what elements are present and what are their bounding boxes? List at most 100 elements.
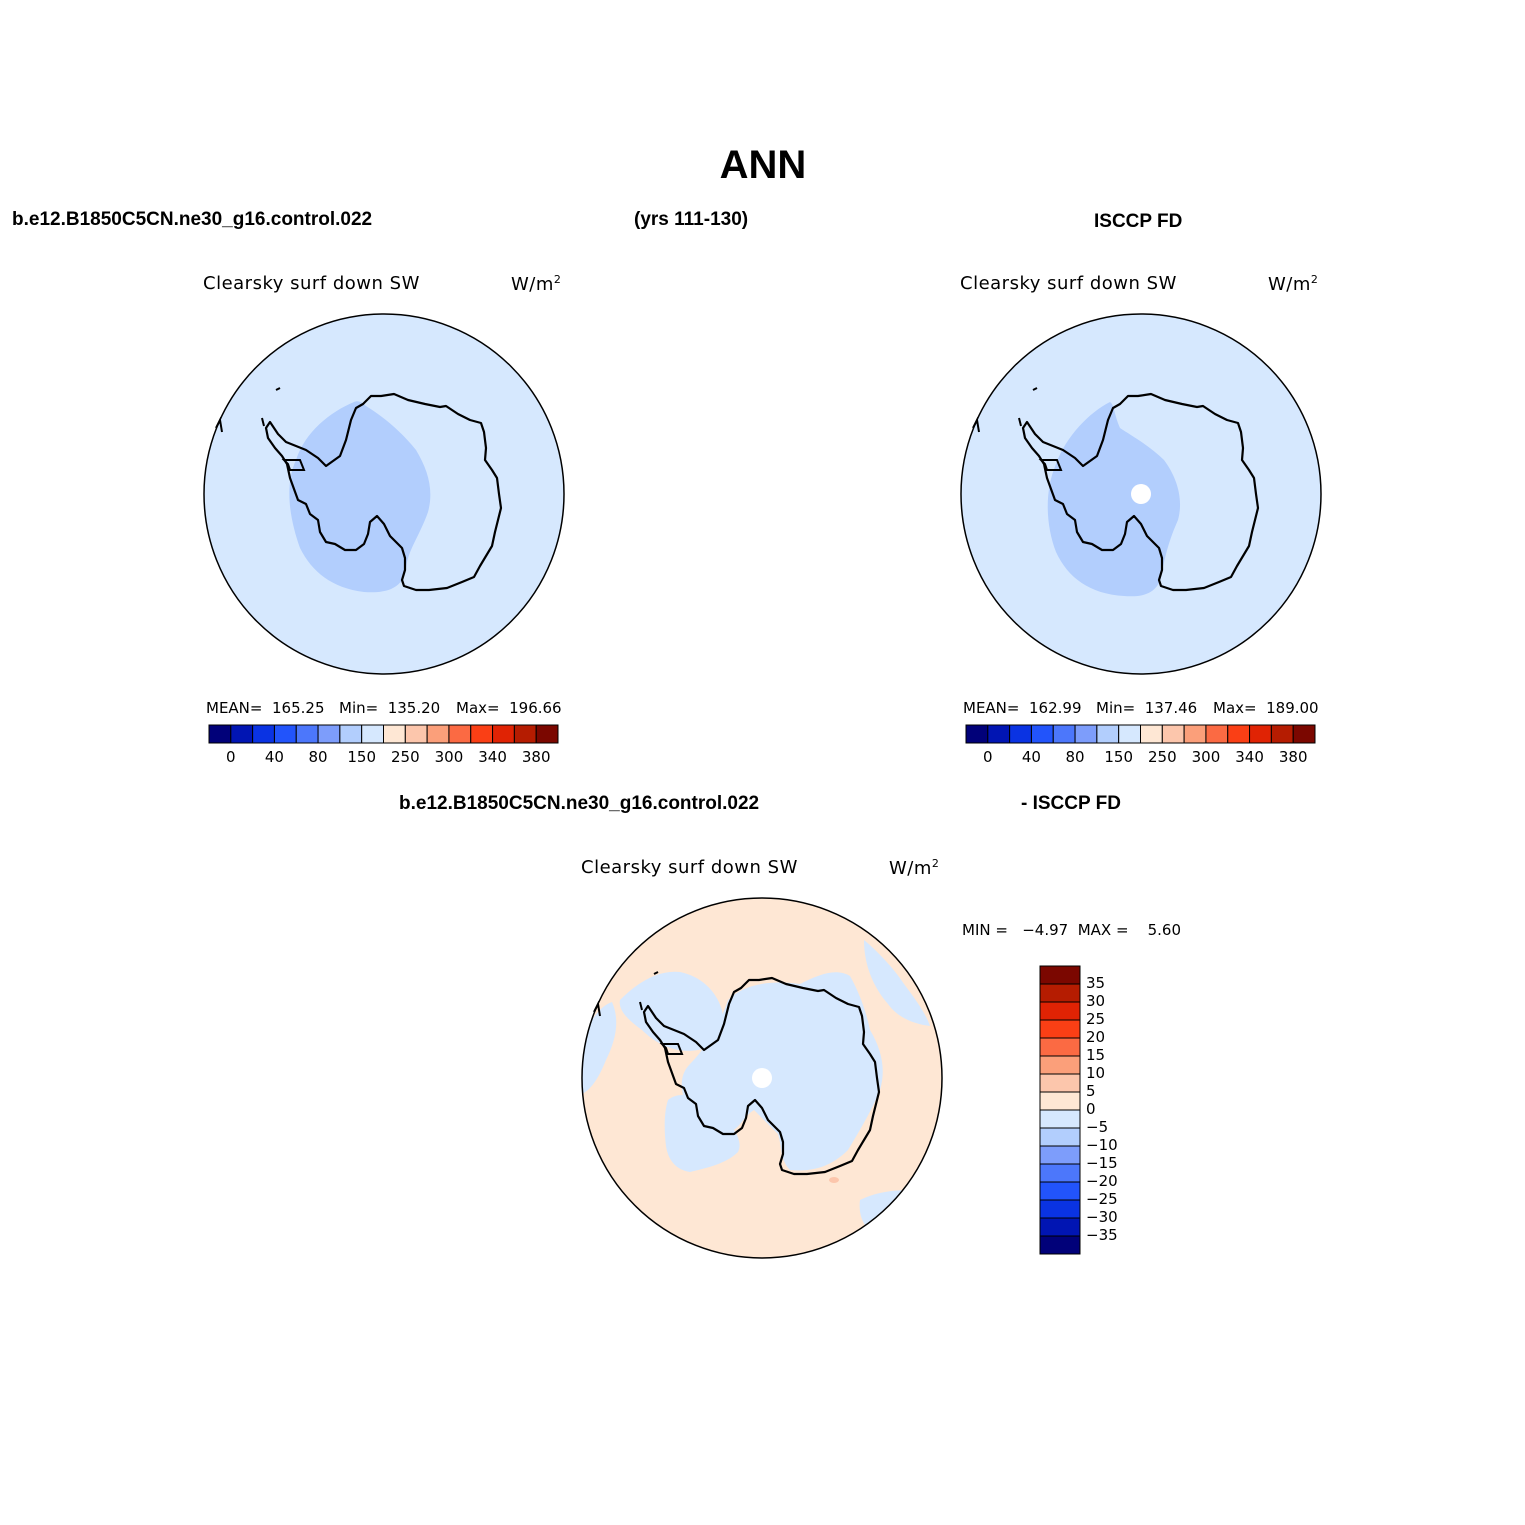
- panel3-inlet: [659, 1043, 684, 1055]
- panel3-colorbar-box: [1039, 1199, 1081, 1219]
- panel3-field-label: Clearsky surf down SW: [581, 857, 798, 878]
- panel1-min: Min= 135.20: [339, 699, 441, 717]
- panel2-colorbar-label: 0: [983, 748, 993, 766]
- panel3-units-exp: 2: [931, 857, 940, 870]
- panel1-colorbar-label: 300: [434, 748, 464, 766]
- panel3-pole-hole: [752, 1068, 772, 1088]
- panel2-colorbar-box: [1140, 724, 1163, 744]
- panel1-colorbar-label: 40: [264, 748, 284, 766]
- panel2-mean: MEAN= 162.99: [963, 699, 1082, 717]
- panel3-colorbar-box: [1039, 1109, 1081, 1129]
- panel1-colorbar-box: [383, 724, 406, 744]
- panel2-colorbar-box: [1205, 724, 1229, 744]
- panel3-colorbar-label: 25: [1086, 1010, 1106, 1028]
- panel1-units-exp: 2: [553, 273, 562, 286]
- panel1-colorbar-box: [492, 724, 515, 744]
- panel3-colorbar-label: −20: [1086, 1172, 1118, 1190]
- panel3-coastline: [642, 976, 881, 1176]
- panel3-colorbar-box: [1039, 1181, 1081, 1201]
- panel1-colorbar-box: [535, 724, 559, 744]
- panel3-positive-spot: [829, 1177, 839, 1183]
- panel1-mean: MEAN= 165.25: [206, 699, 325, 717]
- obs-name: ISCCP FD: [1094, 211, 1183, 232]
- figure-title: ANN: [719, 143, 807, 187]
- panel1-coastline: [264, 392, 503, 592]
- panel2-boundary: [960, 313, 1322, 675]
- panel1-colorbar-label: 150: [347, 748, 376, 766]
- panel3-negative-east-edge: [864, 940, 930, 1026]
- panel2-colorbar-label: 40: [1021, 748, 1041, 766]
- panel1-low-region: [289, 401, 431, 593]
- panel1-boundary: [203, 313, 565, 675]
- panel3-colorbar-label: 15: [1086, 1046, 1106, 1064]
- panel1-colorbar-box: [295, 724, 319, 744]
- panel3-negative-ross: [664, 1095, 740, 1172]
- panel3-colorbar-box: [1039, 983, 1081, 1003]
- panel1-colorbar-label: 340: [478, 748, 507, 766]
- panel1-colorbar-box: [208, 724, 232, 744]
- panel3-negative-antarctica: [681, 972, 883, 1171]
- panel3-colorbar-box: [1039, 1091, 1081, 1111]
- panel2-colorbar-box: [1270, 724, 1294, 744]
- diff-case-name: b.e12.B1850C5CN.ne30_g16.control.022: [399, 793, 760, 814]
- panel1-colorbar-box: [317, 724, 341, 744]
- panel2-colorbar-box: [1292, 724, 1316, 744]
- panel1-max: Max= 196.66: [456, 699, 562, 717]
- panel2-colorbar-box: [965, 724, 989, 744]
- panel3-colorbar-label: −25: [1086, 1190, 1118, 1208]
- panel2-map: [960, 313, 1322, 675]
- panel3-units: W/m2: [889, 857, 939, 879]
- panel1-map: [203, 313, 565, 675]
- panel3-colorbar-box: [1039, 1163, 1081, 1183]
- panel2-field-label: Clearsky surf down SW: [960, 273, 1177, 294]
- panel3-colorbar-box: [1039, 1055, 1081, 1075]
- panel3-colorbar-box: [1039, 1145, 1081, 1165]
- panel2-colorbar-box: [1096, 724, 1120, 744]
- panel1-inlet: [281, 459, 306, 471]
- panel2-colorbar-label: 80: [1065, 748, 1085, 766]
- panel1-colorbar-box: [513, 724, 537, 744]
- panel3-negative-south-edge: [859, 1190, 920, 1236]
- panel2-colorbar-label: 150: [1104, 748, 1133, 766]
- panel3-negative-weddell: [619, 971, 723, 1051]
- panel3-colorbar-label: 10: [1086, 1064, 1106, 1082]
- panel2-units-base: W/m: [1268, 274, 1311, 295]
- panel1-colorbar-box: [426, 724, 450, 744]
- panel1-colorbar-box: [339, 724, 363, 744]
- panel3-colorbar-box: [1039, 965, 1081, 985]
- colorbars: [208, 724, 1316, 1255]
- panel2-colorbar-box: [1009, 724, 1032, 744]
- panel2-colorbar-box: [987, 724, 1011, 744]
- panel3-colorbar-box: [1039, 1019, 1081, 1039]
- panel3-colorbar-label: 30: [1086, 992, 1106, 1010]
- panel1-field-label: Clearsky surf down SW: [203, 273, 420, 294]
- panel2-inlet: [1038, 459, 1063, 471]
- years-label: (yrs 111-130): [634, 209, 749, 230]
- panel1-units-base: W/m: [511, 274, 554, 295]
- panel1-colorbar-box: [448, 724, 472, 744]
- case-name: b.e12.B1850C5CN.ne30_g16.control.022: [12, 209, 373, 230]
- panel3-boundary: [581, 897, 943, 1259]
- panel1-colorbar-label: 250: [390, 748, 420, 766]
- panel1-colorbar-box: [230, 724, 254, 744]
- panel2-colorbar-box: [1030, 724, 1054, 744]
- panel3-colorbar-label: −30: [1086, 1208, 1118, 1226]
- panel2-colorbar-box: [1183, 724, 1207, 744]
- panel2-units-exp: 2: [1310, 273, 1319, 286]
- panel2-colorbar-label: 340: [1235, 748, 1264, 766]
- panel2-colorbar-box: [1161, 724, 1185, 744]
- panel3-colorbar-label: 5: [1086, 1082, 1096, 1100]
- panel3-colorbar-box: [1039, 1127, 1081, 1147]
- panel3-colorbar-label: −5: [1086, 1118, 1109, 1136]
- panel2-colorbar-box: [1249, 724, 1272, 744]
- panel2-units: W/m2: [1268, 273, 1318, 295]
- panel3-colorbar-box: [1039, 1001, 1081, 1021]
- panel1-colorbar-label: 0: [226, 748, 236, 766]
- panel3-units-base: W/m: [889, 858, 932, 879]
- panel1-colorbar-label: 380: [521, 748, 551, 766]
- panel1-colorbar-box: [252, 724, 275, 744]
- panel2-colorbar-box: [1052, 724, 1076, 744]
- panel3-colorbar-label: 20: [1086, 1028, 1106, 1046]
- panel1-colorbar-label: 80: [308, 748, 328, 766]
